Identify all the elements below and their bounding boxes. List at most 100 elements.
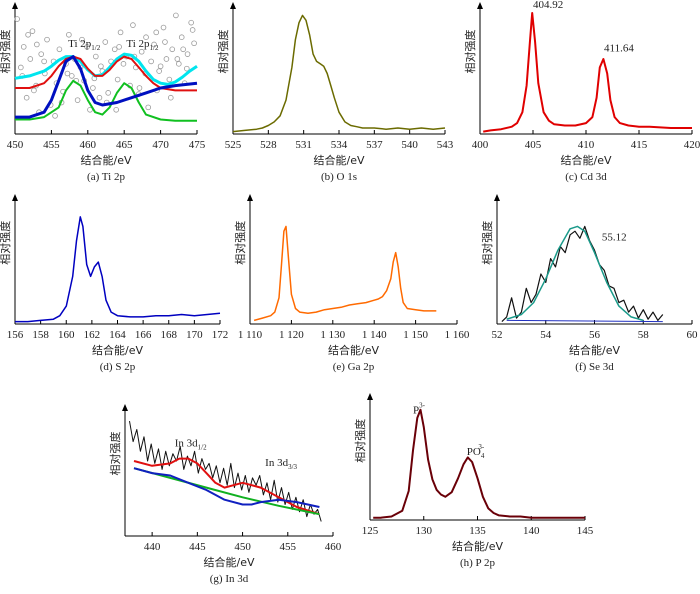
scatter-point [148,58,154,65]
scatter-point [44,36,50,43]
y-axis-arrow [247,194,253,201]
panel-caption: (h) P 2p [460,557,496,569]
scatter-point [111,46,118,53]
panel-caption: (f) Se 3d [575,361,614,373]
peak-annotation: PO43- [467,443,485,460]
series-line-3 [15,79,197,122]
x-tick-label: 531 [295,139,312,151]
panel-caption: (e) Ga 2p [333,361,375,373]
x-tick-label: 455 [280,541,297,553]
x-axis-label: 结合能/eV [452,539,503,553]
scatter-point [157,63,164,70]
y-axis-label: 相对强度 [0,29,12,73]
series-line-0 [232,14,446,133]
x-tick-label: 528 [260,139,277,151]
scatter-point [34,41,40,48]
scatter-point [153,29,160,36]
scatter-point [87,107,93,113]
x-tick-label: 1 110 [238,329,263,341]
scatter-point [98,63,104,70]
y-axis-label: 相对强度 [233,221,247,265]
scatter-point [173,12,179,19]
x-tick-label: 410 [578,139,595,151]
scatter-point [167,94,174,101]
scatter-point [27,56,34,62]
x-tick-label: 156 [7,329,24,341]
scatter-point [188,19,194,26]
x-tick-label: 162 [84,329,101,341]
x-tick-label: 440 [144,541,161,553]
scatter-point [96,94,103,101]
panel-b: 525 528 531 534 537 540 543 结合能/eV 相对强度 (b) O 1s [216,2,454,183]
scatter-point [184,65,190,72]
series-line-0 [15,216,221,323]
scatter-point [56,46,63,53]
scatter-series [14,12,197,119]
scatter-point [189,27,196,33]
scatter-point [138,48,145,55]
series-line-2 [506,319,663,323]
y-axis-label: 相对强度 [353,419,367,463]
y-axis-label: 相对强度 [480,221,494,265]
x-axis-label: 结合能/eV [569,343,620,357]
scatter-point [176,61,182,67]
scatter-point [130,22,136,28]
x-tick-label: 52 [492,329,503,341]
x-tick-label: 160 [58,329,75,341]
scatter-point [29,28,36,34]
panel-caption: (b) O 1s [321,171,357,183]
y-axis-arrow [477,2,483,9]
scatter-point [31,87,37,94]
scatter-point [160,24,167,31]
x-tick-label: 470 [152,139,169,151]
scatter-point [18,64,24,71]
x-tick-label: 475 [189,139,206,151]
series-line-3 [133,467,320,508]
x-tick-label: 1 130 [320,329,345,341]
scatter-point [114,76,121,83]
panel-f: 52 54 56 58 60 结合能/eV 相对强度 (f) Se 3d 55.12 [480,194,698,373]
peak-annotation: 411.64 [604,43,634,55]
scatter-point [66,31,72,38]
x-axis-label: 结合能/eV [328,343,379,357]
x-tick-label: 445 [189,541,206,553]
peak-annotation: P3- [413,401,426,416]
x-tick-label: 1 160 [445,329,470,341]
x-tick-label: 125 [362,525,379,537]
scatter-point [102,39,109,45]
x-tick-label: 420 [684,139,700,151]
panel-e: 1 110 1 120 1 130 1 140 1 150 1 160 结合能/eV 相对强度… [233,194,470,373]
x-tick-label: 525 [225,139,242,151]
scatter-point [79,36,85,43]
series-line-0 [253,225,437,322]
scatter-point [116,44,122,50]
scatter-point [120,61,127,67]
panel-caption: (a) Ti 2p [87,171,125,183]
scatter-point [166,76,173,83]
scatter-point [23,94,30,101]
y-axis-arrow [367,393,373,400]
panel-a: 450 455 460 465 470 475 结合能/eV 相对强度 (a) Ti 2p Ti … [0,2,206,183]
peak-annotation: In 3d3/3 [265,457,297,471]
series-line-0 [501,225,664,323]
x-tick-label: 1 150 [403,329,428,341]
scatter-point [143,34,149,40]
x-tick-label: 158 [32,329,49,341]
series-line-2 [15,55,197,92]
scatter-point [169,46,176,53]
scatter-point [68,73,75,79]
scatter-point [93,53,99,60]
x-tick-label: 405 [525,139,542,151]
series-line-1 [133,457,320,516]
scatter-point [145,104,152,111]
scatter-point [163,56,170,62]
y-axis-label: 相对强度 [108,431,122,475]
peak-annotation: 404.92 [533,0,563,11]
x-tick-label: 537 [366,139,383,151]
x-tick-label: 450 [7,139,24,151]
x-tick-label: 56 [589,329,601,341]
scatter-point [178,34,185,40]
x-tick-label: 166 [135,329,152,341]
y-axis-arrow [122,404,128,411]
